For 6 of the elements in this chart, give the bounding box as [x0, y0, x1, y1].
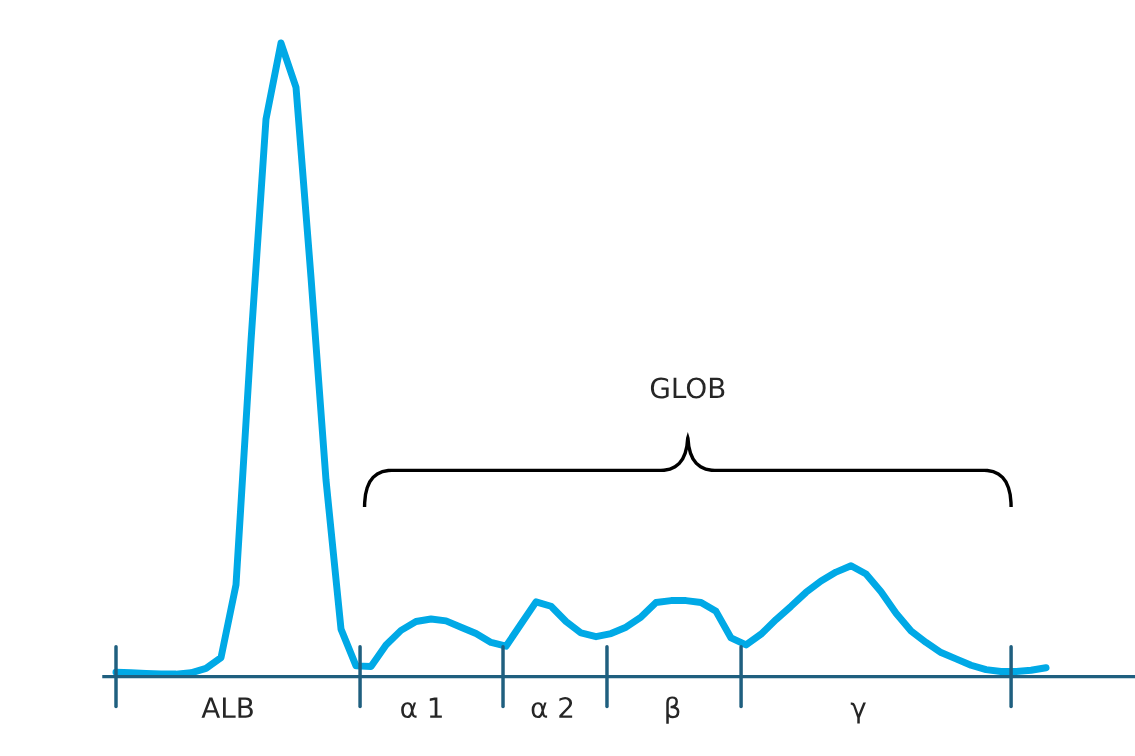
text: α 1	[401, 697, 442, 719]
text: ALB	[201, 697, 253, 718]
annotation: GLOB	[650, 377, 725, 399]
text: α 2	[531, 697, 573, 719]
text: β	[666, 696, 680, 724]
text: γ	[850, 702, 866, 724]
